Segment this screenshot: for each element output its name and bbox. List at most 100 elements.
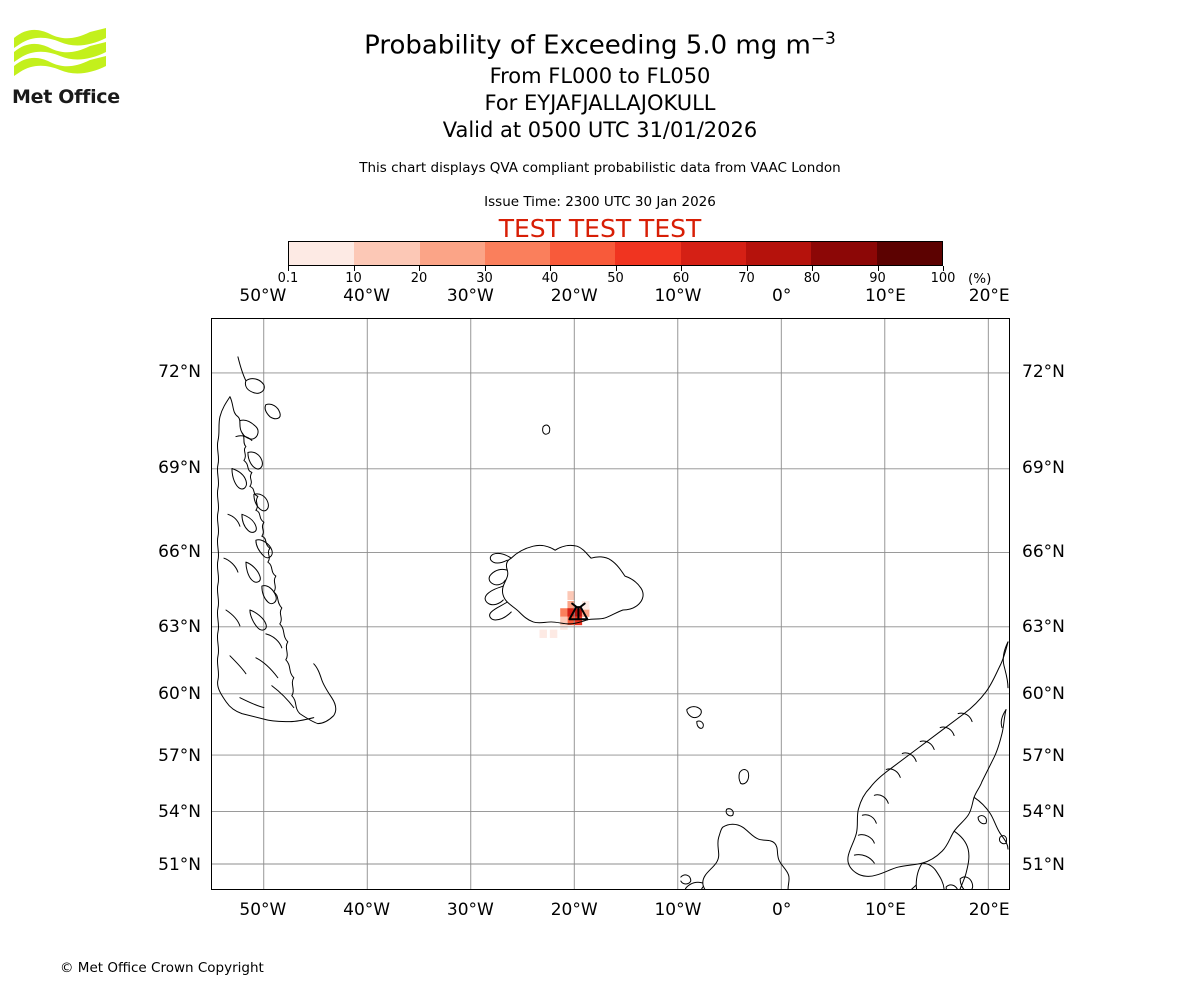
colorbar-tick-label: 30 — [476, 271, 493, 286]
plume-cell — [560, 621, 568, 630]
met-office-logo: Met Office — [12, 26, 122, 116]
colorbar-band-0 — [289, 242, 355, 265]
colorbar-tick-label: 90 — [869, 271, 886, 286]
colorbar-tick — [877, 266, 879, 271]
colorbar-tick — [615, 266, 617, 271]
colorbar-band-9 — [876, 242, 942, 265]
lat-tick-label: 69°N — [1022, 458, 1065, 479]
lat-tick-label: 51°N — [158, 854, 201, 875]
valid-time-line: Valid at 0500 UTC 31/01/2026 — [442, 117, 758, 142]
lon-tick-label: 10°W — [654, 900, 702, 920]
colorbar-tick-label: 20 — [410, 271, 428, 286]
lat-tick-label: 63°N — [1022, 616, 1065, 637]
lat-tick-label: 66°N — [158, 542, 201, 563]
colorbar-ticks: 0.1 10 20 30 40 50 60 70 80 90 100 — [278, 266, 955, 286]
colorbar-tick-label: 0.1 — [277, 271, 299, 286]
colorbar-tick — [746, 266, 748, 271]
plume-cell — [574, 616, 583, 626]
lon-tick-label: 10°E — [865, 286, 906, 306]
graticule-layer — [212, 319, 1009, 889]
colorbar-band-6 — [680, 242, 747, 265]
lat-tick-label: 60°N — [1022, 684, 1065, 705]
colorbar-band-3 — [484, 242, 551, 265]
flight-levels-line: From FL000 to FL050 — [489, 63, 711, 88]
plume-cell — [539, 629, 547, 638]
colorbar-tick — [353, 266, 355, 271]
lon-tick-label: 30°W — [446, 900, 494, 920]
colorbar-band-4 — [550, 242, 616, 265]
plume-cell — [567, 608, 575, 617]
met-office-wave-logo-icon — [14, 28, 106, 76]
lon-tick-label: 10°E — [865, 900, 906, 920]
plume-cell — [567, 600, 575, 610]
colorbar-band-5 — [615, 242, 681, 265]
plume-cell — [560, 616, 568, 626]
volcano-name-line: For EYJAFJALLAJOKULL — [484, 90, 716, 115]
colorbar-tick-label: 100 — [930, 271, 956, 286]
lat-tick-label: 66°N — [1022, 542, 1065, 563]
lon-tick-label: 50°W — [239, 286, 287, 306]
title-exponent: −3 — [810, 29, 836, 49]
lat-tick-label: 54°N — [1022, 802, 1065, 823]
colorbar-tick-label: 60 — [672, 271, 690, 286]
volcano-glyph — [568, 602, 589, 621]
logo-text: Met Office — [12, 86, 120, 108]
title-prefix: Probability of Exceeding 5.0 mg m — [364, 30, 811, 61]
plume-cell — [581, 608, 590, 617]
colorbar-unit-label: (%) — [968, 271, 992, 287]
plume-cell — [581, 600, 590, 610]
lon-tick-label: 0° — [772, 286, 792, 306]
colorbar — [288, 241, 943, 266]
lon-tick-label: 40°W — [343, 286, 391, 306]
colorbar-tick — [943, 266, 944, 271]
colorbar-band-8 — [811, 242, 877, 265]
lon-tick-label: 0° — [772, 900, 792, 920]
colorbar-tick-label: 40 — [541, 271, 559, 286]
lon-tick-label: 20°W — [550, 900, 598, 920]
lon-tick-label: 50°W — [239, 900, 287, 920]
colorbar-tick-label: 50 — [607, 271, 624, 286]
colorbar-band-1 — [354, 242, 420, 265]
colorbar-tick-label: 10 — [345, 271, 362, 286]
lat-tick-label: 57°N — [158, 745, 201, 766]
ash-plume-layer — [539, 591, 590, 638]
colorbar-tick — [288, 266, 289, 271]
lon-tick-label: 20°W — [550, 286, 598, 306]
colorbar-tick — [681, 266, 682, 271]
plume-cell — [560, 608, 568, 617]
lon-tick-label: 20°E — [968, 286, 1010, 306]
copyright-notice: © Met Office Crown Copyright — [60, 960, 264, 976]
volcano-icon[interactable] — [568, 602, 589, 621]
page-title: Probability of Exceeding 5.0 mg m−3 — [0, 22, 1200, 63]
colorbar-tick-label: 80 — [803, 271, 821, 286]
colorbar-bands — [288, 241, 943, 266]
plume-cell — [567, 616, 575, 626]
map-svg — [212, 319, 1009, 889]
plume-cell — [567, 591, 575, 600]
lon-tick-label: 30°W — [446, 286, 494, 306]
qva-note: This chart displays QVA compliant probab… — [359, 160, 841, 176]
lon-tick-label: 40°W — [343, 900, 391, 920]
lat-tick-label: 63°N — [158, 616, 201, 637]
colorbar-band-2 — [419, 242, 485, 265]
colorbar-tick-label: 70 — [738, 271, 755, 286]
lon-tick-label: 10°W — [654, 286, 702, 306]
colorbar-tick — [484, 266, 486, 271]
colorbar-tick — [419, 266, 420, 271]
lat-tick-label: 72°N — [1022, 362, 1065, 383]
lat-tick-label: 60°N — [158, 684, 201, 705]
lat-tick-label: 72°N — [158, 362, 201, 383]
lat-tick-label: 51°N — [1022, 854, 1065, 875]
map-plot-area[interactable] — [211, 318, 1010, 890]
colorbar-tick — [812, 266, 813, 271]
issue-time: Issue Time: 2300 UTC 30 Jan 2026 — [484, 194, 716, 210]
lat-tick-label: 54°N — [158, 802, 201, 823]
lat-tick-label: 69°N — [158, 458, 201, 479]
coastlines — [216, 356, 1009, 889]
colorbar-tick — [550, 266, 551, 271]
plume-cell — [549, 629, 558, 638]
test-banner: TEST TEST TEST — [498, 214, 702, 243]
title-block: Probability of Exceeding 5.0 mg m−3 From… — [0, 22, 1200, 144]
lon-tick-label: 20°E — [968, 900, 1010, 920]
colorbar-band-7 — [746, 242, 812, 265]
